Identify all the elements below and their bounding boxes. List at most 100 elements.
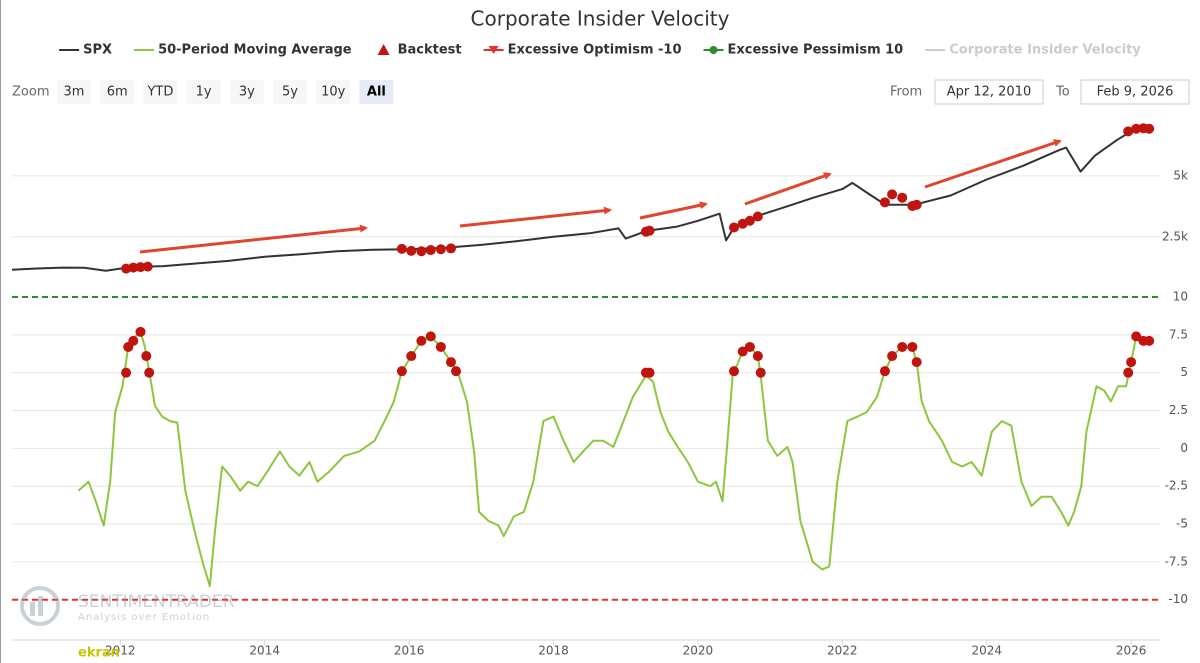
backtest-point xyxy=(406,245,417,256)
backtest-point xyxy=(121,367,132,378)
zoom-button[interactable] xyxy=(229,80,264,104)
backtest-point xyxy=(406,351,417,362)
watermark-logo xyxy=(30,602,35,616)
backtest-point xyxy=(435,341,446,352)
x-tick-label: 2020 xyxy=(683,644,714,658)
range-controls: Zoom 3m 6m YTD 1y 3y 5y 10y All From Apr 12, 2010 T… xyxy=(12,79,1190,105)
backtest-point xyxy=(396,243,407,254)
zoom-button-label: YTD xyxy=(146,85,173,100)
zoom-button[interactable] xyxy=(57,80,91,104)
x-tick-label: 2012 xyxy=(105,644,136,658)
legend-item[interactable]: Excessive Pessimism 10 xyxy=(703,43,904,58)
legend-item[interactable]: Excessive Optimism -10 xyxy=(483,43,682,58)
arrow xyxy=(459,206,612,228)
legend-symbol xyxy=(377,44,390,55)
zoom-button-label: 3m xyxy=(64,85,85,100)
backtest-point xyxy=(425,331,436,342)
x-tick-label: 2018 xyxy=(538,644,569,658)
backtest-point xyxy=(752,351,763,362)
backtest-point xyxy=(435,244,446,255)
backtest-point xyxy=(752,211,763,222)
from-value: Apr 12, 2010 xyxy=(947,85,1032,100)
legend-item[interactable]: Corporate Insider Velocity xyxy=(925,43,1141,58)
zoom-button-label: 6m xyxy=(107,85,128,100)
arrow xyxy=(139,224,368,254)
legend-label: 50-Period Moving Average xyxy=(158,43,352,58)
backtest-point xyxy=(729,222,740,233)
backtest-point xyxy=(1144,335,1155,346)
backtest-point xyxy=(141,351,152,362)
legend-marker xyxy=(488,46,499,54)
legend-item[interactable]: SPX xyxy=(59,43,112,58)
series-line xyxy=(77,330,1153,588)
credit: ekran xyxy=(78,646,120,661)
backtest-point xyxy=(425,245,436,256)
legend-label: Corporate Insider Velocity xyxy=(949,43,1141,58)
backtest-point xyxy=(879,366,890,377)
backtest-point xyxy=(1131,123,1142,134)
arrow xyxy=(639,201,708,220)
backtest-point xyxy=(755,367,766,378)
to-value: Feb 9, 2026 xyxy=(1097,85,1174,100)
zoom-button-label: All xyxy=(367,85,386,100)
backtest-point xyxy=(744,215,755,226)
to-input[interactable] xyxy=(1080,79,1190,105)
backtest-point xyxy=(897,192,908,203)
y2-tick-label: 10 xyxy=(1173,290,1188,304)
annotation-arrows xyxy=(139,139,1062,254)
backtest-point xyxy=(1126,357,1137,368)
backtest-point xyxy=(1123,126,1134,137)
x-tick-label: 2024 xyxy=(971,644,1002,658)
backtest-point xyxy=(729,366,740,377)
legend-label: Excessive Pessimism 10 xyxy=(728,43,904,58)
watermark-logo xyxy=(20,586,60,626)
plot-area: 2.5k 5k 10 7.5 5 2.5 0 -2.5 -5 -7.5 -10 2012 2014 201… xyxy=(11,123,1188,658)
watermark-tagline: Analysis over Emotion xyxy=(78,612,210,623)
y2-tick-label: 0 xyxy=(1180,441,1188,455)
y2-tick-label: 5 xyxy=(1180,365,1188,379)
from-input[interactable] xyxy=(934,79,1044,105)
backtest-point xyxy=(879,197,890,208)
to-label: To xyxy=(1055,85,1070,100)
zoom-button[interactable] xyxy=(316,80,351,104)
legend-label: SPX xyxy=(83,43,112,58)
backtest-point xyxy=(451,366,462,377)
backtest-point xyxy=(128,335,139,346)
backtest-point xyxy=(135,262,146,273)
backtest-point xyxy=(911,357,922,368)
chart-title: Corporate Insider Velocity xyxy=(471,7,730,31)
zoom-button-label: 3y xyxy=(239,85,255,100)
arrow xyxy=(744,172,832,206)
watermark-logo xyxy=(38,596,43,616)
backtest-point xyxy=(907,341,918,352)
y2-tick-label: -10 xyxy=(1168,592,1188,606)
zoom-button[interactable] xyxy=(100,80,135,104)
y-tick-label: 2.5k xyxy=(1162,229,1188,243)
y2-tick-label: -2.5 xyxy=(1165,479,1188,493)
watermark-name: SENTIMENTRADER xyxy=(78,592,235,612)
zoom-button[interactable] xyxy=(273,80,307,104)
backtest-point xyxy=(416,246,427,257)
series-line xyxy=(11,127,1153,272)
zoom-button-label: 10y xyxy=(321,85,346,100)
backtest-point xyxy=(144,367,155,378)
backtest-point xyxy=(644,367,655,378)
y2-tick-label: 2.5 xyxy=(1169,403,1188,417)
backtest-point xyxy=(744,341,755,352)
zoom-button-label: 5y xyxy=(282,85,298,100)
zoom-button[interactable] xyxy=(186,80,221,104)
y2-tick-label: 7.5 xyxy=(1169,327,1188,341)
legend-item[interactable]: 50-Period Moving Average xyxy=(134,43,352,58)
y2-tick-label: -5 xyxy=(1176,517,1188,531)
y-tick-label: 5k xyxy=(1173,168,1188,182)
legend-label: Backtest xyxy=(398,43,462,58)
backtest-point xyxy=(1123,367,1134,378)
backtest-point xyxy=(887,351,898,362)
x-tick-label: 2014 xyxy=(249,644,280,658)
zoom-button[interactable] xyxy=(359,80,394,104)
y2-tick-label: -7.5 xyxy=(1165,554,1188,568)
zoom-button[interactable] xyxy=(143,80,178,104)
backtest-point xyxy=(416,335,427,346)
legend-item[interactable]: Backtest xyxy=(377,43,462,58)
